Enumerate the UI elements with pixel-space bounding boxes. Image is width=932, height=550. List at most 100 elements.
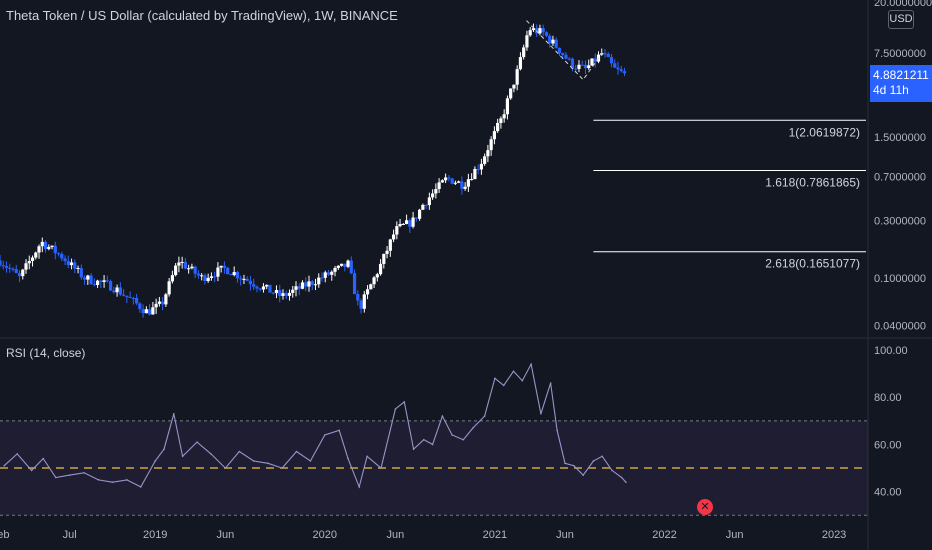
candle [11,267,15,272]
candle [261,283,266,293]
rsi-point [196,441,198,443]
candle [190,263,194,270]
candle [222,261,227,274]
rsi-point [224,467,227,469]
candle [408,218,412,233]
candle [378,259,383,276]
candle [421,203,425,211]
candle [483,153,487,166]
rsi-point [172,412,175,415]
rsi-point [462,438,465,441]
rsi-point [549,382,552,384]
rsi-point [403,401,406,403]
candle [596,51,601,64]
candle [60,251,64,262]
candle [40,237,44,253]
candle [369,283,373,290]
rsi-point [238,450,241,453]
candle [281,289,285,300]
candle [583,60,588,74]
candle [287,289,292,301]
price-tick-label: 7.5000000 [874,48,926,60]
price-tick-label: 20.0000000 [874,0,932,9]
candle [339,263,344,267]
candle [99,279,103,289]
candle [271,292,275,295]
candle [30,255,35,267]
candle [310,279,314,291]
candle [63,255,67,265]
candle [252,278,256,290]
candle [502,109,506,123]
candle [157,296,161,307]
candle [512,84,516,93]
candle [122,289,126,297]
candle [56,252,61,257]
candle [453,180,457,186]
candle [548,33,552,48]
candle [326,269,331,277]
candle [587,59,591,70]
rsi-point [573,464,575,467]
candle [151,301,155,315]
candle [27,255,31,270]
candle [557,47,562,57]
rsi-point [324,434,326,436]
rsi-point [210,453,212,455]
rsi-point [451,434,453,436]
alert-x-icon[interactable]: ✕ [697,499,713,515]
candle [229,273,233,276]
candle [470,173,474,181]
time-tick-label: Jun [216,529,234,541]
candle [245,276,249,282]
candle [4,261,9,273]
candle [463,182,467,191]
candle [447,175,451,182]
time-tick-label: 2023 [822,529,846,541]
candle [200,273,204,281]
candle [346,259,350,269]
candle [118,282,122,297]
candle [242,274,246,284]
candle [105,275,109,283]
candle [24,259,28,274]
candle [388,238,392,257]
candle [79,264,83,280]
candle [115,284,119,297]
rsi-point [366,455,368,458]
candle [603,49,607,58]
candle [440,179,444,183]
rsi-point [380,467,382,469]
rsi-point [281,467,283,469]
rsi-point [483,415,486,417]
rsi-point [295,450,298,453]
candle [255,285,259,293]
fib-level-label: 1.618(0.7861865) [765,175,860,189]
price-tick-label: 0.7000000 [874,172,926,184]
rsi-point [601,455,604,458]
candle [437,178,441,193]
candle [128,291,132,299]
candle [213,271,217,283]
candle [622,67,627,77]
candle [144,306,148,314]
rsi-point [611,469,613,472]
price-tick-label: 0.0400000 [874,321,926,333]
candle [170,270,174,284]
candle [496,118,500,133]
last-price-value: 4.8821211 [873,68,929,82]
rsi-point [83,471,85,474]
candle [278,284,282,303]
currency-button[interactable]: USD [888,10,914,29]
time-tick-label: Jun [726,529,744,541]
candle [567,56,571,61]
candle [606,52,610,58]
candle [37,244,41,259]
rsi-point [582,474,584,476]
candle [505,95,510,120]
candle [82,275,87,285]
candle [564,52,568,60]
candle [398,218,402,228]
candle [372,276,376,288]
